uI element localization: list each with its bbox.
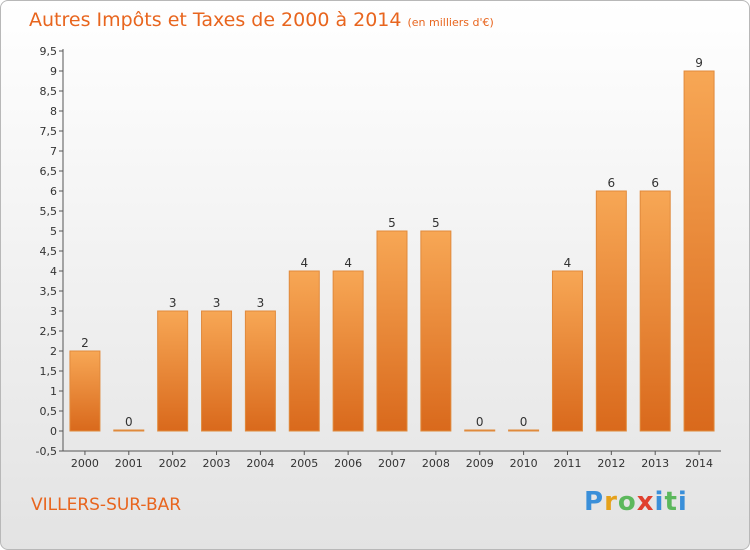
x-tick-label: 2003 <box>203 457 231 470</box>
bar <box>244 310 276 432</box>
y-tick-label: 9 <box>50 65 57 78</box>
x-tick-label: 2000 <box>71 457 99 470</box>
bar-value-label: 0 <box>125 415 133 429</box>
y-tick-label: 1,5 <box>40 365 58 378</box>
x-tick-label: 2005 <box>290 457 318 470</box>
y-tick-label: 4 <box>50 265 57 278</box>
y-tick-label: 2 <box>50 345 57 358</box>
bar <box>69 350 101 432</box>
bar <box>508 429 540 432</box>
unit-label: (en milliers d'€) <box>407 16 494 29</box>
y-tick-label: 3 <box>50 305 57 318</box>
bar <box>113 429 145 432</box>
chart-title: Autres Impôts et Taxes de 2000 à 2014 (en… <box>29 9 494 31</box>
bar-value-label: 2 <box>81 336 89 350</box>
x-tick-label: 2013 <box>641 457 669 470</box>
bar <box>201 310 233 432</box>
bar-value-label: 3 <box>257 296 265 310</box>
y-tick-label: 6,5 <box>40 165 58 178</box>
y-tick-label: 3,5 <box>40 285 58 298</box>
bar <box>639 190 671 432</box>
y-tick-label: 5 <box>50 225 57 238</box>
y-tick-label: 0,5 <box>40 405 58 418</box>
bar <box>376 230 408 432</box>
y-tick-label: 5,5 <box>40 205 58 218</box>
y-tick-label: -0,5 <box>36 445 57 458</box>
bar <box>420 230 452 432</box>
x-tick-label: 2002 <box>159 457 187 470</box>
x-tick-label: 2010 <box>510 457 538 470</box>
bar-value-label: 3 <box>169 296 177 310</box>
proxiti-logo: Proxiti <box>584 487 688 517</box>
bar <box>464 429 496 432</box>
bar-value-label: 5 <box>432 216 440 230</box>
y-tick-label: 4,5 <box>40 245 58 258</box>
bar-value-label: 9 <box>695 56 703 70</box>
y-tick-label: 8,5 <box>40 85 58 98</box>
bar-value-label: 0 <box>476 415 484 429</box>
y-tick-label: 1 <box>50 385 57 398</box>
y-tick-label: 6 <box>50 185 57 198</box>
bar <box>157 310 189 432</box>
bar-value-label: 4 <box>564 256 572 270</box>
y-tick-label: 8 <box>50 105 57 118</box>
bar-value-label: 4 <box>344 256 352 270</box>
y-tick-label: 2,5 <box>40 325 58 338</box>
title-text: Autres Impôts et Taxes de 2000 à 2014 <box>29 9 402 31</box>
bar <box>332 270 364 432</box>
bar-value-label: 0 <box>520 415 528 429</box>
bar-value-label: 5 <box>388 216 396 230</box>
x-tick-label: 2004 <box>246 457 274 470</box>
y-tick-label: 0 <box>50 425 57 438</box>
bar-value-label: 4 <box>300 256 308 270</box>
x-tick-label: 2012 <box>597 457 625 470</box>
x-tick-label: 2014 <box>685 457 713 470</box>
x-tick-label: 2009 <box>466 457 494 470</box>
y-tick-label: 9,5 <box>40 45 58 58</box>
x-tick-label: 2008 <box>422 457 450 470</box>
y-tick-label: 7 <box>50 145 57 158</box>
x-tick-label: 2001 <box>115 457 143 470</box>
bar <box>595 190 627 432</box>
x-tick-label: 2006 <box>334 457 362 470</box>
commune-name: VILLERS-SUR-BAR <box>31 495 182 515</box>
bar-value-label: 6 <box>651 176 659 190</box>
y-tick-label: 7,5 <box>40 125 58 138</box>
bar-value-label: 6 <box>608 176 616 190</box>
bar <box>683 70 715 432</box>
bar <box>551 270 583 432</box>
x-tick-label: 2011 <box>553 457 581 470</box>
bar <box>288 270 320 432</box>
bar-value-label: 3 <box>213 296 221 310</box>
x-tick-label: 2007 <box>378 457 406 470</box>
